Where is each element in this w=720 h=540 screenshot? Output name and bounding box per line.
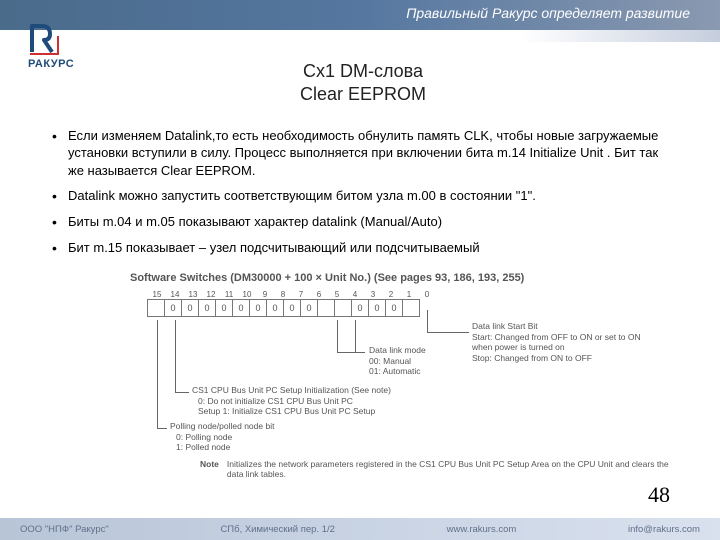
footer: ООО "НПФ" Ракурс" СПб, Химический пер. 1… <box>0 518 720 540</box>
title-line1: Сх1 DM-слова <box>303 61 423 81</box>
diagram: Software Switches (DM30000 + 100 × Unit … <box>130 272 650 480</box>
list-item: Бит m.15 показывает – узел подсчитывающи… <box>50 239 676 257</box>
bit-labels: 15 14 13 12 11 10 9 8 7 6 5 4 3 2 1 0 <box>148 290 650 299</box>
footer-address: СПб, Химический пер. 1/2 <box>220 524 334 535</box>
anno-start-bit: Data link Start Bit Start: Changed from … <box>472 321 647 364</box>
content: Сх1 DM-слова Clear EEPROM Если изменяем … <box>0 30 720 480</box>
anno-mode: Data link mode 00: Manual 01: Automatic <box>369 345 426 377</box>
page-number: 48 <box>648 482 670 508</box>
footer-company: ООО "НПФ" Ракурс" <box>20 524 109 535</box>
list-item: Если изменяем Datalink,то есть необходим… <box>50 127 676 180</box>
logo-mark <box>28 22 62 56</box>
banner-tagline: Правильный Ракурс определяет развитие <box>406 5 690 21</box>
footer-email: info@rakurs.com <box>628 524 700 535</box>
list-item: Биты m.04 и m.05 показывают характер dat… <box>50 213 676 231</box>
diagram-note: Note Initializes the network parameters … <box>200 459 680 479</box>
title-line2: Clear EEPROM <box>300 84 426 104</box>
diagram-title: Software Switches (DM30000 + 100 × Unit … <box>130 272 650 284</box>
logo-text: РАКУРС <box>28 58 118 70</box>
bullet-list: Если изменяем Datalink,то есть необходим… <box>50 127 676 256</box>
anno-init: CS1 CPU Bus Unit PC Setup Initialization… <box>192 385 402 417</box>
page-title: Сх1 DM-слова Clear EEPROM <box>50 60 676 107</box>
logo: РАКУРС <box>28 22 118 70</box>
bit-cells: 0 0 0 0 0 0 0 0 0 0 0 0 <box>148 299 650 317</box>
list-item: Datalink можно запустить соответствующим… <box>50 187 676 205</box>
bit-row: 15 14 13 12 11 10 9 8 7 6 5 4 3 2 1 0 <box>148 290 650 317</box>
diagram-body: 15 14 13 12 11 10 9 8 7 6 5 4 3 2 1 0 <box>130 290 650 480</box>
anno-polling: Polling node/polled node bit 0: Polling … <box>170 421 274 453</box>
footer-url: www.rakurs.com <box>447 524 517 535</box>
